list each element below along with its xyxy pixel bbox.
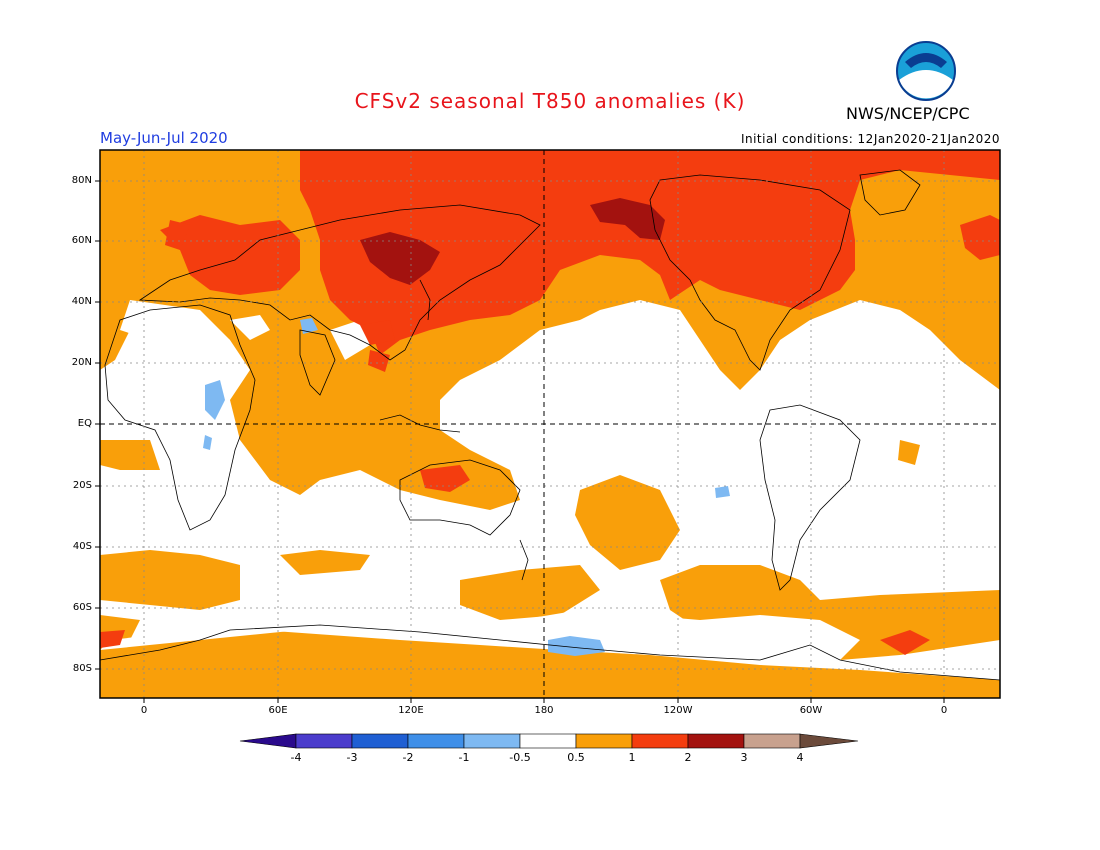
colorbar-bin-9 [743, 733, 801, 749]
chart-title: CFSv2 seasonal T850 anomalies (K) [354, 89, 746, 113]
colorbar-label: 2 [684, 751, 692, 764]
lat-label: 40S [72, 541, 92, 552]
colorbar-bin-3 [407, 733, 465, 749]
colorbar-bin-4 [463, 733, 521, 749]
lon-label: 120W [663, 705, 693, 716]
noaa-logo [896, 41, 956, 101]
colorbar-bin-8 [687, 733, 745, 749]
graticule [100, 150, 1000, 698]
lat-label: 40N [71, 296, 92, 307]
lon-label: 180 [534, 705, 554, 716]
colorbar-label: -3 [346, 751, 358, 764]
lon-label: 60E [268, 705, 288, 716]
anomaly-neg-regions [203, 318, 730, 656]
colorbar-label: 1 [628, 751, 636, 764]
season-label: May-Jun-Jul 2020 [100, 129, 228, 147]
colorbar [239, 733, 859, 749]
colorbar-label: -0.5 [509, 751, 531, 764]
colorbar-bin-1 [295, 733, 353, 749]
colorbar-bin-2 [351, 733, 409, 749]
colorbar-label: -1 [458, 751, 470, 764]
colorbar-bin-6 [575, 733, 633, 749]
lat-label: 80N [71, 175, 92, 186]
near-normal-regions [100, 300, 860, 665]
lat-label: 20S [72, 480, 92, 491]
axis-ticks [95, 180, 945, 703]
colorbar-label: 0.5 [567, 751, 585, 764]
lon-label: 60W [799, 705, 823, 716]
lat-label: 60S [72, 602, 92, 613]
initial-conditions-label: Initial conditions: 12Jan2020-21Jan2020 [740, 132, 1000, 146]
org-label: NWS/NCEP/CPC [846, 104, 970, 123]
colorbar-label: -4 [290, 751, 302, 764]
colorbar-label: -2 [402, 751, 414, 764]
colorbar-label: 3 [740, 751, 748, 764]
colorbar-arrow-high [799, 733, 859, 749]
lon-label: 0 [940, 705, 948, 716]
lat-label: 20N [71, 357, 92, 368]
colorbar-bin-5 [519, 733, 577, 749]
colorbar-label: 4 [796, 751, 804, 764]
coastlines [100, 169, 1000, 681]
lon-label: 120E [398, 705, 424, 716]
colorbar-arrow-low [239, 733, 297, 749]
anomaly-2-3-regions [360, 198, 665, 285]
lat-label: EQ [77, 418, 92, 429]
lon-label: 0 [140, 705, 148, 716]
lat-label: 60N [71, 235, 92, 246]
colorbar-bin-7 [631, 733, 689, 749]
anomaly-1-2-regions [100, 150, 1000, 655]
lat-label: 80S [72, 663, 92, 674]
